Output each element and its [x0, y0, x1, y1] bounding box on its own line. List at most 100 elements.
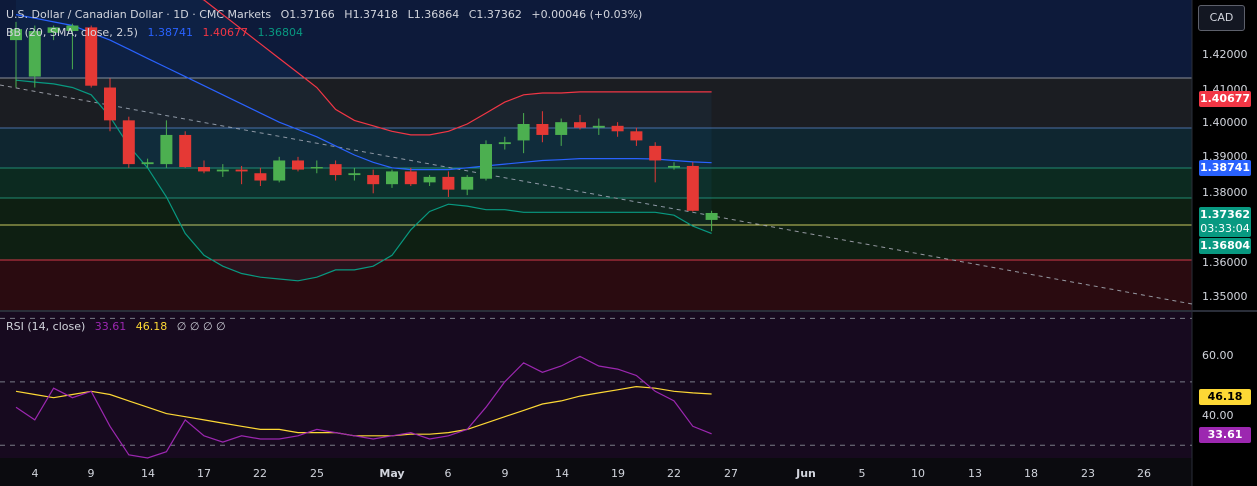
candle[interactable]: [555, 122, 568, 135]
candle[interactable]: [66, 25, 79, 31]
candle[interactable]: [404, 171, 417, 185]
trend-line[interactable]: [0, 84, 1193, 305]
time-tick: 9: [87, 467, 95, 480]
candle[interactable]: [122, 120, 135, 165]
candle[interactable]: [310, 167, 323, 169]
rsi-tick: 40.00: [1202, 409, 1234, 422]
candle[interactable]: [104, 87, 116, 121]
close-value: 1.37362: [476, 8, 522, 21]
last-price: 1.37362: [1199, 208, 1251, 221]
bb-lower-tag: 1.36804: [1199, 238, 1251, 254]
open-label: O: [280, 8, 290, 21]
rsi-ma-line: [15, 385, 712, 437]
bb-fill: [16, 0, 712, 281]
candle[interactable]: [480, 144, 492, 179]
rsi-tick: 60.00: [1202, 349, 1234, 362]
time-tick: 18: [1024, 467, 1038, 480]
candle[interactable]: [28, 31, 41, 77]
candle[interactable]: [592, 125, 605, 128]
candle[interactable]: [423, 176, 436, 183]
candle[interactable]: [160, 134, 173, 165]
open-value: 1.37166: [289, 8, 335, 21]
time-tick: 22: [667, 467, 681, 480]
candle[interactable]: [386, 171, 398, 185]
candle[interactable]: [498, 142, 511, 145]
time-tick: 6: [444, 467, 452, 480]
rsi-ma-tag: 46.18: [1199, 389, 1251, 405]
currency-button[interactable]: CAD: [1198, 5, 1245, 31]
change-value: +0.00046 (+0.03%): [531, 8, 643, 21]
bb-basis-value: 1.38741: [147, 26, 193, 39]
zone-red: [0, 260, 1192, 310]
candle[interactable]: [47, 27, 60, 33]
candle[interactable]: [705, 212, 718, 220]
candle[interactable]: [461, 176, 474, 190]
time-tick: 10: [911, 467, 925, 480]
candle[interactable]: [367, 175, 380, 185]
candle[interactable]: [273, 160, 286, 181]
time-tick: May: [379, 467, 405, 480]
candle[interactable]: [10, 29, 22, 41]
time-tick: 14: [141, 467, 155, 480]
time-tick: Jun: [796, 467, 816, 480]
time-tick: 9: [501, 467, 509, 480]
candle[interactable]: [254, 173, 267, 181]
time-axis-bg: [0, 458, 1192, 486]
rsi-legend[interactable]: RSI (14, close) 33.61 46.18 ∅ ∅ ∅ ∅: [6, 320, 232, 333]
candle[interactable]: [611, 125, 624, 132]
candle[interactable]: [348, 173, 361, 176]
candle[interactable]: [141, 162, 154, 165]
time-tick: 22: [253, 467, 267, 480]
zone-top: [0, 0, 1192, 78]
candle[interactable]: [198, 167, 210, 172]
price-tick: 1.38000: [1202, 186, 1248, 199]
bb-basis-tag: 1.38741: [1199, 160, 1251, 176]
rsi-label: RSI (14, close): [6, 320, 86, 333]
bb-upper-line: [202, 0, 712, 136]
rsi-line: [15, 355, 712, 459]
candle[interactable]: [517, 124, 530, 141]
candle[interactable]: [442, 176, 455, 190]
candle[interactable]: [686, 165, 699, 211]
bar-countdown: 03:33:04: [1200, 222, 1250, 235]
time-tick: 26: [1137, 467, 1151, 480]
price-tick: 1.39000: [1202, 150, 1248, 163]
rsi-ma-value: 46.18: [135, 320, 168, 333]
bb-lower-value: 1.36804: [257, 26, 303, 39]
time-tick: 19: [611, 467, 625, 480]
bb-legend[interactable]: BB (20, SMA, close, 2.5) 1.38741 1.40677…: [6, 26, 309, 39]
rsi-pane-bg: [0, 312, 1192, 458]
candle[interactable]: [574, 122, 586, 128]
bb-label: BB (20, SMA, close, 2.5): [6, 26, 138, 39]
candle[interactable]: [329, 164, 342, 176]
time-tick: 14: [555, 467, 569, 480]
candle[interactable]: [85, 27, 98, 86]
symbol-legend: U.S. Dollar / Canadian Dollar · 1D · CMC…: [6, 8, 648, 21]
price-tick: 1.36000: [1202, 256, 1248, 269]
symbol-title[interactable]: U.S. Dollar / Canadian Dollar · 1D · CMC…: [6, 8, 272, 21]
high-value: 1.37418: [352, 8, 399, 21]
high-label: H: [344, 8, 353, 21]
candle[interactable]: [536, 124, 549, 135]
candle[interactable]: [649, 145, 662, 161]
bb-upper-tag: 1.40677: [1199, 91, 1251, 107]
time-tick: 13: [968, 467, 982, 480]
price-tick: 1.42000: [1202, 48, 1248, 61]
time-tick: 25: [310, 467, 324, 480]
zone-grey: [0, 78, 1192, 128]
candle[interactable]: [235, 169, 248, 172]
candle[interactable]: [179, 134, 192, 168]
time-tick: 17: [197, 467, 211, 480]
low-label: L: [407, 8, 414, 21]
candle[interactable]: [292, 160, 304, 170]
candle[interactable]: [216, 169, 229, 172]
candle[interactable]: [668, 165, 680, 168]
time-tick: 4: [31, 467, 39, 480]
rsi-value: 33.61: [94, 320, 127, 333]
last-price-tag: 1.37362 03:33:04: [1199, 207, 1251, 237]
candle[interactable]: [630, 131, 643, 141]
time-tick: 5: [858, 467, 866, 480]
zone-teal: [0, 128, 1192, 168]
